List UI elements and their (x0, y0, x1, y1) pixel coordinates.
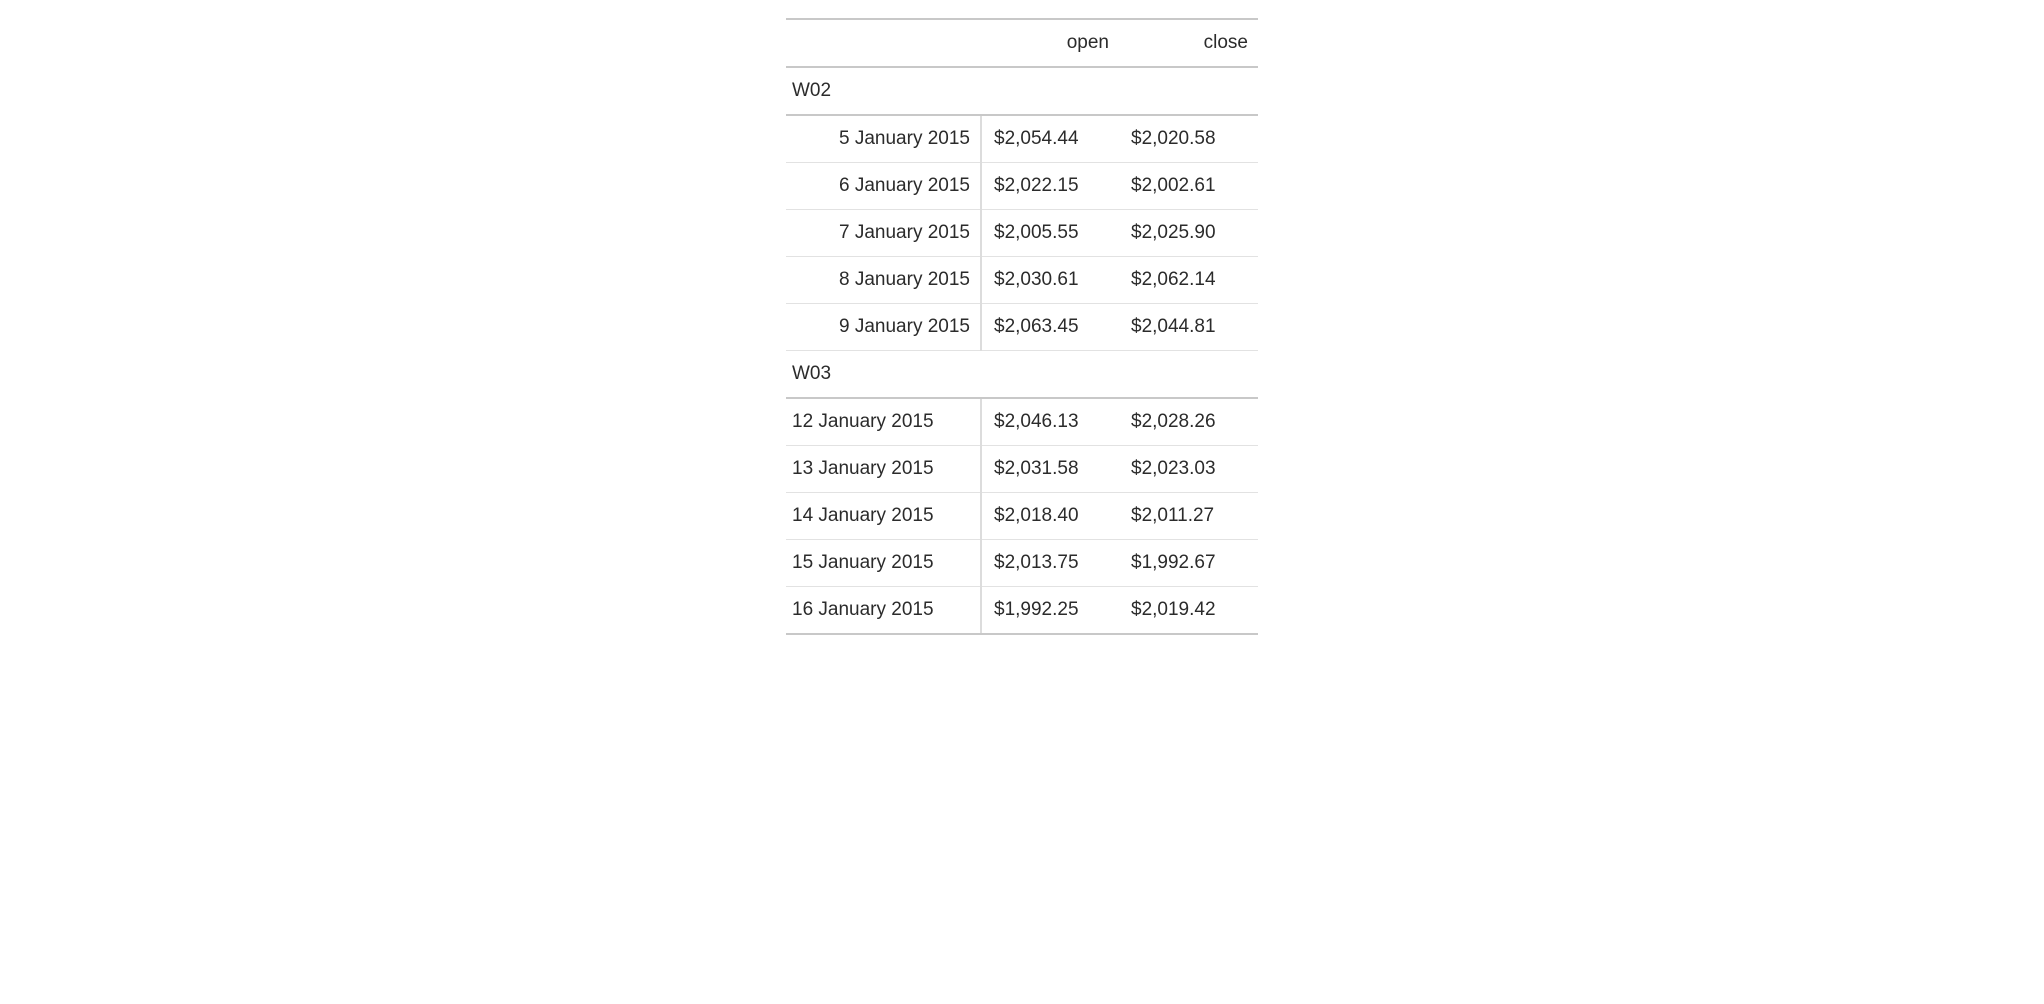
price-table: open close W02 5 January 2015 $2,054.44 … (786, 18, 1258, 635)
cell-date: 16 January 2015 (786, 587, 981, 635)
cell-open: $2,013.75 (981, 540, 1119, 587)
table-header-row: open close (786, 19, 1258, 67)
cell-close: $2,011.27 (1119, 493, 1258, 540)
group-label: W03 (786, 351, 1258, 399)
cell-close: $2,062.14 (1119, 257, 1258, 304)
table-row: 8 January 2015 $2,030.61 $2,062.14 (786, 257, 1258, 304)
cell-date: 6 January 2015 (786, 163, 981, 210)
table-row: 7 January 2015 $2,005.55 $2,025.90 (786, 210, 1258, 257)
cell-open: $2,005.55 (981, 210, 1119, 257)
cell-close: $2,020.58 (1119, 115, 1258, 163)
group-label: W02 (786, 67, 1258, 115)
cell-open: $2,022.15 (981, 163, 1119, 210)
cell-close: $2,023.03 (1119, 446, 1258, 493)
cell-close: $2,019.42 (1119, 587, 1258, 635)
cell-close: $2,002.61 (1119, 163, 1258, 210)
group-header: W02 (786, 67, 1258, 115)
cell-date: 13 January 2015 (786, 446, 981, 493)
col-header-close: close (1119, 19, 1258, 67)
cell-open: $2,063.45 (981, 304, 1119, 351)
table-row: 9 January 2015 $2,063.45 $2,044.81 (786, 304, 1258, 351)
cell-date: 9 January 2015 (786, 304, 981, 351)
table-row: 13 January 2015 $2,031.58 $2,023.03 (786, 446, 1258, 493)
cell-open: $2,054.44 (981, 115, 1119, 163)
cell-close: $2,028.26 (1119, 398, 1258, 446)
cell-date: 12 January 2015 (786, 398, 981, 446)
cell-date: 8 January 2015 (786, 257, 981, 304)
table-row: 16 January 2015 $1,992.25 $2,019.42 (786, 587, 1258, 635)
cell-close: $2,025.90 (1119, 210, 1258, 257)
cell-date: 7 January 2015 (786, 210, 981, 257)
table-row: 14 January 2015 $2,018.40 $2,011.27 (786, 493, 1258, 540)
col-header-open: open (981, 19, 1119, 67)
cell-open: $2,018.40 (981, 493, 1119, 540)
table-row: 6 January 2015 $2,022.15 $2,002.61 (786, 163, 1258, 210)
cell-open: $1,992.25 (981, 587, 1119, 635)
cell-close: $2,044.81 (1119, 304, 1258, 351)
cell-open: $2,046.13 (981, 398, 1119, 446)
table-row: 15 January 2015 $2,013.75 $1,992.67 (786, 540, 1258, 587)
col-header-blank (786, 19, 981, 67)
cell-close: $1,992.67 (1119, 540, 1258, 587)
price-table-container: open close W02 5 January 2015 $2,054.44 … (786, 18, 1258, 635)
cell-open: $2,030.61 (981, 257, 1119, 304)
cell-date: 5 January 2015 (786, 115, 981, 163)
cell-date: 14 January 2015 (786, 493, 981, 540)
group-header: W03 (786, 351, 1258, 399)
table-row: 5 January 2015 $2,054.44 $2,020.58 (786, 115, 1258, 163)
table-row: 12 January 2015 $2,046.13 $2,028.26 (786, 398, 1258, 446)
cell-date: 15 January 2015 (786, 540, 981, 587)
cell-open: $2,031.58 (981, 446, 1119, 493)
